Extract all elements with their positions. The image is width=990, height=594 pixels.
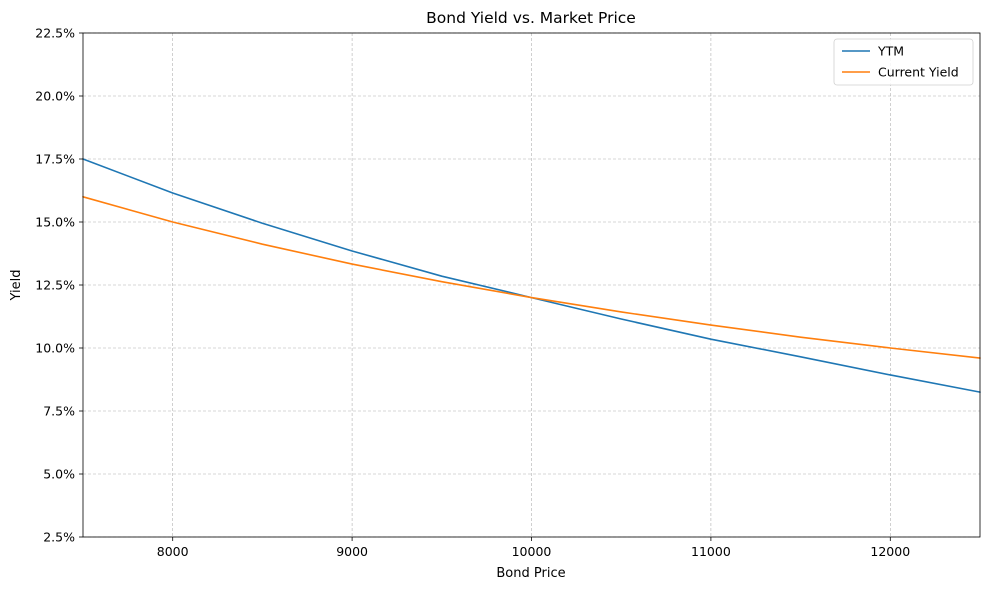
legend-label-ytm: YTM <box>877 44 904 59</box>
legend-label-current-yield: Current Yield <box>878 65 959 80</box>
y-axis-ticks: 2.5% 5.0% 7.5% 10.0% 12.5% 15.0% 17.5% 20.0% 22.… <box>35 26 83 545</box>
y-tick-label: 7.5% <box>43 404 75 419</box>
x-axis-label: Bond Price <box>496 566 565 581</box>
x-tick-label: 9000 <box>336 544 368 559</box>
y-tick-label: 15.0% <box>35 215 75 230</box>
x-tick-label: 10000 <box>512 544 552 559</box>
y-tick-label: 12.5% <box>35 278 75 293</box>
y-tick-label: 22.5% <box>35 26 75 41</box>
series-line-current-yield <box>82 196 981 359</box>
y-tick-label: 17.5% <box>35 152 75 167</box>
x-axis-ticks: 8000 9000 10000 11000 12000 <box>157 537 910 559</box>
legend: YTM Current Yield <box>833 38 974 86</box>
y-tick-label: 5.0% <box>43 467 75 482</box>
y-axis-label: Yield <box>9 270 24 302</box>
x-tick-label: 11000 <box>691 544 731 559</box>
x-tick-label: 8000 <box>157 544 189 559</box>
y-tick-label: 20.0% <box>35 89 75 104</box>
series-lines <box>82 158 981 393</box>
y-tick-label: 2.5% <box>43 530 75 545</box>
chart-title: Bond Yield vs. Market Price <box>426 9 636 27</box>
y-tick-label: 10.0% <box>35 341 75 356</box>
x-tick-label: 12000 <box>870 544 910 559</box>
